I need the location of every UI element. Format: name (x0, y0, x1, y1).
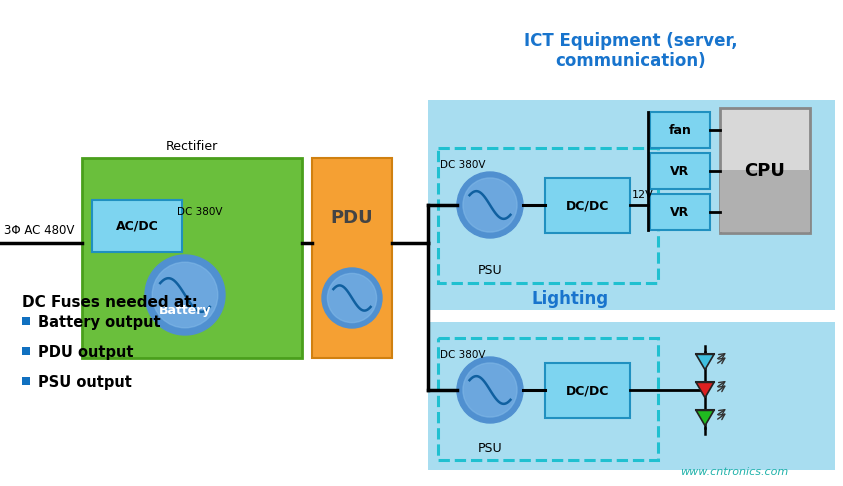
FancyBboxPatch shape (545, 363, 630, 418)
Text: Lighting: Lighting (531, 290, 609, 308)
Text: PSU: PSU (478, 263, 502, 277)
Polygon shape (696, 382, 714, 398)
Text: 3Φ AC 480V: 3Φ AC 480V (4, 224, 74, 237)
Circle shape (327, 274, 377, 323)
Text: Rectifier: Rectifier (166, 140, 218, 153)
Text: CPU: CPU (744, 161, 786, 179)
Text: DC 380V: DC 380V (440, 350, 486, 360)
FancyBboxPatch shape (545, 178, 630, 233)
Text: fan: fan (668, 123, 691, 137)
Circle shape (145, 255, 225, 335)
Text: DC/DC: DC/DC (566, 199, 609, 212)
FancyBboxPatch shape (650, 153, 710, 189)
Circle shape (153, 262, 217, 328)
Text: AC/DC: AC/DC (115, 220, 158, 232)
FancyBboxPatch shape (22, 347, 30, 355)
Text: ICT Equipment (server,: ICT Equipment (server, (524, 32, 738, 50)
Text: Battery output: Battery output (38, 314, 161, 330)
Text: DC 380V: DC 380V (177, 207, 223, 217)
Polygon shape (696, 354, 714, 370)
Text: PDU: PDU (330, 209, 373, 227)
Text: DC 380V: DC 380V (440, 160, 486, 170)
Text: communication): communication) (556, 52, 706, 70)
FancyBboxPatch shape (22, 317, 30, 325)
FancyBboxPatch shape (428, 100, 835, 310)
Polygon shape (696, 410, 714, 426)
FancyBboxPatch shape (22, 377, 30, 385)
Text: VR: VR (670, 164, 690, 177)
Text: VR: VR (670, 206, 690, 219)
FancyBboxPatch shape (720, 108, 810, 233)
FancyBboxPatch shape (650, 194, 710, 230)
FancyBboxPatch shape (82, 158, 302, 358)
Text: PDU output: PDU output (38, 345, 133, 360)
Text: DC Fuses needed at:: DC Fuses needed at: (22, 295, 198, 310)
FancyBboxPatch shape (428, 322, 835, 470)
Circle shape (463, 178, 517, 232)
Circle shape (463, 363, 517, 417)
FancyBboxPatch shape (650, 112, 710, 148)
FancyBboxPatch shape (92, 200, 182, 252)
FancyBboxPatch shape (720, 170, 810, 232)
Circle shape (322, 268, 382, 328)
FancyBboxPatch shape (312, 158, 392, 358)
Circle shape (457, 357, 523, 423)
Text: PSU output: PSU output (38, 375, 132, 389)
Text: PSU: PSU (478, 441, 502, 454)
Text: DC/DC: DC/DC (566, 384, 609, 397)
Circle shape (457, 172, 523, 238)
Text: Battery: Battery (158, 303, 212, 316)
Text: www.cntronics.com: www.cntronics.com (680, 467, 788, 477)
Text: 12V: 12V (632, 190, 654, 200)
